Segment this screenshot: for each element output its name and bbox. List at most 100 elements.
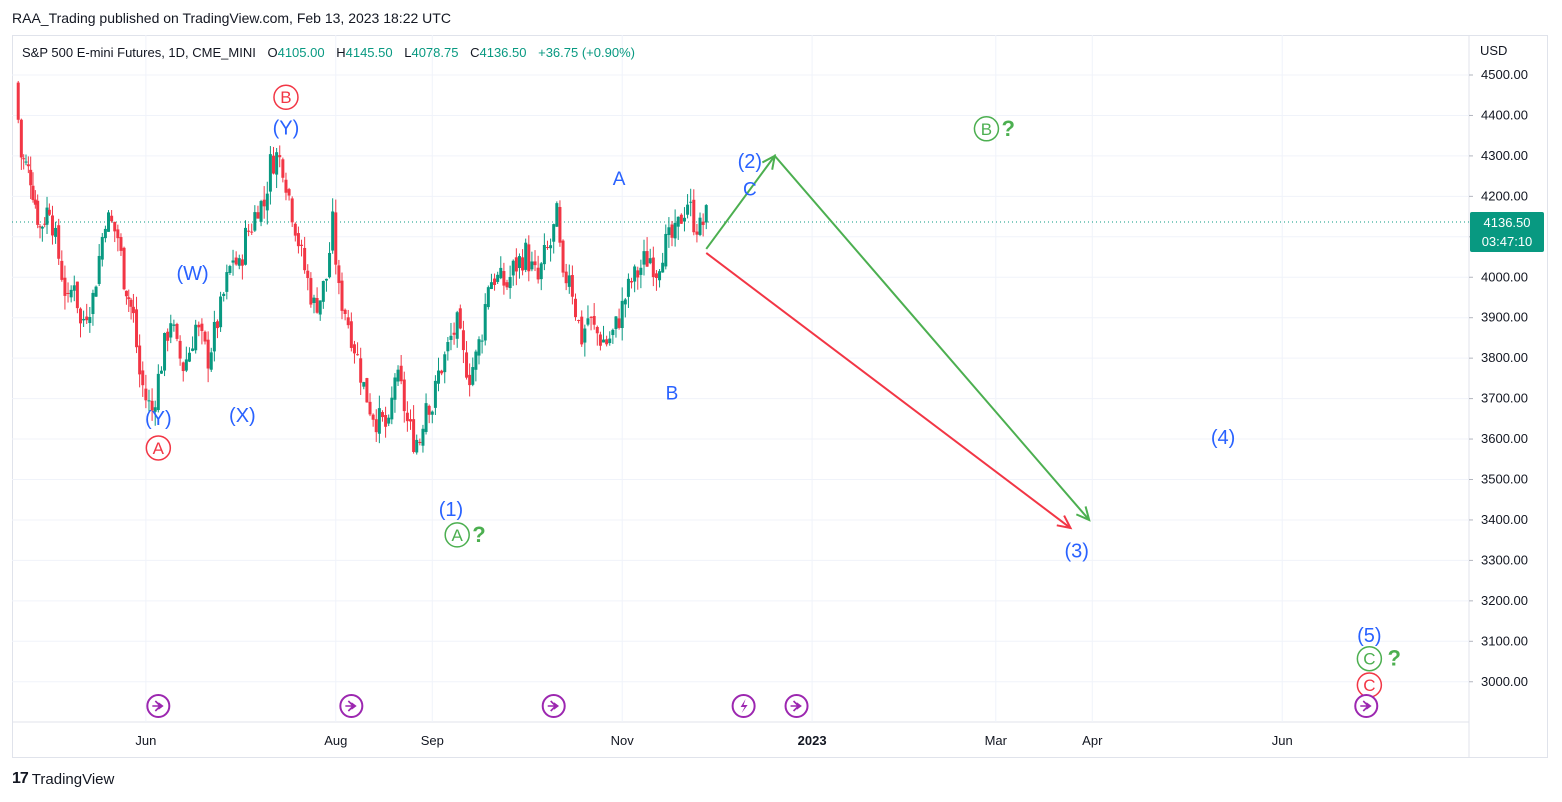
candle-body [508,276,512,289]
price-tick-label: 4200.00 [1481,188,1528,203]
wave-circle [973,116,1000,142]
wave-label: ? [1388,646,1401,671]
arrow-icon [547,700,560,712]
candle-body [129,299,133,307]
candle-body [166,331,170,341]
candle-body [602,339,606,343]
candle-body [340,280,344,311]
candle-body [321,280,325,302]
candle-body [191,348,195,351]
bearish-path [705,252,1072,529]
price-tick-label: 3600.00 [1481,431,1528,446]
price-chart[interactable]: A(Y)(W)(X)B(Y)(1)A ?AB(2)CB ?(3)(4)(5)C ?C … [12,35,1548,758]
candle-body [228,266,232,273]
candle-body [458,308,462,329]
candle-body [384,414,388,427]
low-value: 4078.75 [411,45,459,60]
candle-body [412,419,416,452]
dividend-event-icon[interactable] [541,694,566,718]
candle-body [135,309,139,348]
tradingview-logo-icon[interactable]: 17 [12,770,29,787]
candle-body [72,285,76,291]
dividend-event-icon[interactable] [1354,694,1379,718]
candle-body [66,292,70,294]
candle-body [259,201,263,222]
candle-body [309,278,313,305]
wave-circle [1356,645,1383,672]
candle-body [209,352,213,370]
candle-body [144,388,148,401]
close-key: C [470,45,480,60]
symbol-name[interactable]: S&P 500 E-mini Futures, 1D, CME_MINI [22,45,256,60]
candle-body [359,358,363,383]
candle-body [312,297,316,303]
dividend-event-icon[interactable] [339,694,364,718]
candle-body [38,226,42,228]
wave-label: ? [472,522,485,547]
publish-info: RAA_Trading published on TradingView.com… [12,10,451,26]
candle-body [262,199,266,207]
candle-body [661,262,665,273]
dividend-event-icon[interactable] [146,694,171,718]
candle-body [47,209,51,215]
candle-body [567,275,571,287]
candle-body [698,217,702,235]
candle-body [184,359,188,371]
low-key: L [404,45,412,60]
candle-body [493,278,497,285]
candle-body [78,308,82,324]
arrow-icon [152,700,164,712]
candle-body [265,193,269,211]
wave-label: A [452,526,464,545]
candle-body [24,161,28,163]
candle-body [57,225,61,259]
price-tick-label: 3100.00 [1481,633,1528,648]
candle-body [695,231,699,235]
candle-body [36,200,40,225]
candle-body [480,340,484,342]
candle-body [427,405,431,415]
candle-body [60,260,64,280]
wave-label: (X) [229,405,256,427]
candle-body [446,342,450,352]
candle-body [306,270,310,279]
candle-body [440,370,444,374]
candle-body [645,251,649,267]
candle-body [564,271,568,284]
candle-body [402,379,406,412]
candle-body [113,221,117,232]
annotations: A (Y) (W) (X) B (Y) (1) A ? A B (2) C B ? (3) (4) (5) C ? C [145,84,1401,698]
price-tick-label: 3700.00 [1481,391,1528,406]
candle-body [461,330,465,351]
time-tick-label: Aug [324,733,347,748]
time-tick-label: Nov [611,733,635,748]
dividend-event-icon[interactable] [784,694,809,718]
candle-body [107,212,111,232]
candle-body [141,370,145,386]
candle-body [689,201,693,203]
candle-body [45,207,49,225]
candle-body [465,352,469,378]
brand-name[interactable]: TradingView [31,770,115,788]
candle-body [284,179,288,193]
candle-body [499,267,503,279]
candle-body [365,378,369,403]
candle-body [630,281,634,283]
candle-body [50,215,54,236]
price-tick-label: 4300.00 [1481,148,1528,163]
candle-body [611,329,615,336]
price-tick-label: 3200.00 [1481,593,1528,608]
price-tick-label: 3000.00 [1481,674,1528,689]
wave-label: A [613,169,626,190]
earnings-event-icon[interactable] [731,694,756,718]
candle-body [296,233,300,247]
candle-body [43,223,47,225]
candle-body [558,206,562,243]
currency-label[interactable]: USD [1480,43,1508,58]
candle-body [268,154,272,192]
arrow-icon [345,700,357,712]
candle-body [673,222,677,239]
candle-body [281,159,285,178]
candle-body [539,263,543,280]
candle-body [290,198,294,223]
